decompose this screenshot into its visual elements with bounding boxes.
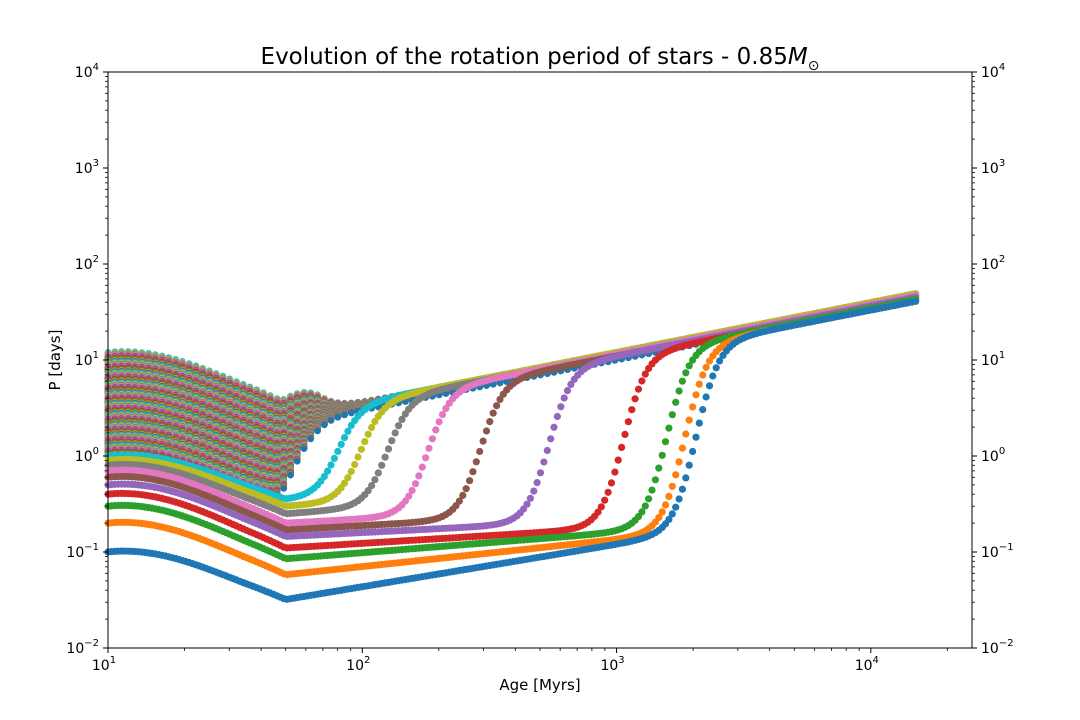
plot-area [104,290,920,603]
chart-title: Evolution of the rotation period of star… [261,44,820,74]
